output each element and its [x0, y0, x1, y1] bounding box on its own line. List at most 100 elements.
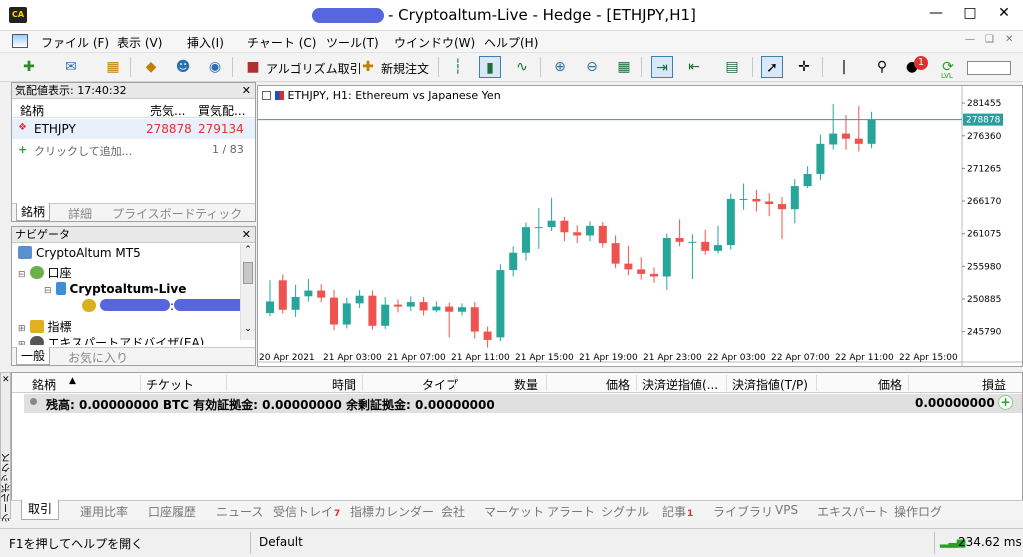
nav-account-server[interactable]: ⊟ Cryptoaltum-Live — [44, 282, 186, 296]
close-icon[interactable]: ✕ — [241, 228, 251, 241]
vertical-line-icon[interactable]: | — [841, 59, 847, 75]
algo-trading-button[interactable]: アルゴリズム取引 — [266, 62, 362, 76]
profiles-icon[interactable]: ✉ — [65, 59, 77, 75]
new-order-icon[interactable]: ✚ — [362, 59, 374, 75]
menu-insert[interactable]: 挿入(I) — [187, 36, 224, 50]
y-tick-label: 271265 — [967, 164, 1001, 174]
nav-account-login[interactable]: : — [82, 299, 253, 313]
menu-view[interactable]: 表示 (V) — [117, 36, 163, 50]
tab-toolbox-6[interactable]: 会社 — [441, 503, 465, 520]
navigator-icon[interactable]: ◆ — [145, 59, 157, 75]
tab-toolbox-0[interactable]: 取引 — [21, 500, 60, 520]
crosshair-icon[interactable]: ✛ — [798, 59, 810, 75]
col-stop-loss[interactable]: 決済逆指値(... — [642, 378, 719, 392]
expand-icon[interactable]: ⊞ — [18, 340, 26, 345]
close-icon[interactable]: ✕ — [241, 84, 251, 97]
data-window-icon[interactable]: ▦ — [106, 59, 120, 75]
col-price[interactable]: 価格 — [606, 378, 631, 392]
close-button[interactable]: ✕ — [998, 5, 1010, 21]
add-order-icon[interactable]: + — [998, 395, 1013, 410]
mdi-close-icon[interactable]: ✕ — [1005, 34, 1014, 45]
tab-toolbox-14[interactable]: 操作ログ — [894, 503, 942, 520]
level-up-icon[interactable]: ⟳ — [942, 59, 954, 75]
sort-icon[interactable]: ▲ — [69, 376, 76, 386]
candlestick-chart[interactable]: 281455 276360 271265 266170 261075 255980 2508… — [258, 86, 1022, 366]
scroll-up-icon[interactable]: ⌃ — [244, 245, 252, 255]
collapse-icon[interactable]: ⊟ — [44, 286, 52, 296]
col-take-profit[interactable]: 決済指値(T/P) — [732, 378, 808, 392]
line-chart-icon[interactable]: ∿ — [516, 59, 528, 75]
tab-toolbox-12[interactable]: VPS — [775, 503, 798, 517]
algo-trading-icon[interactable]: ■ — [246, 59, 260, 75]
col-ticket[interactable]: チケット — [146, 378, 195, 392]
tab-label: シグナル — [601, 505, 650, 519]
scroll-down-icon[interactable]: ⌄ — [244, 324, 252, 334]
tab-toolbox-4[interactable]: 受信トレイ7 — [273, 503, 340, 520]
menu-help[interactable]: ヘルプ(H) — [484, 36, 539, 50]
chart-title: ETHJPY, H1: Ethereum vs Japanese Yen — [262, 89, 501, 102]
add-symbol-row[interactable]: + クリックして追加... 1 / 83 — [12, 141, 255, 159]
autoscroll-icon[interactable]: ⇥ — [651, 56, 673, 78]
menu-chart[interactable]: チャート (C) — [247, 36, 317, 50]
cursor-icon[interactable]: ➚ — [761, 56, 783, 78]
maximize-button[interactable]: □ — [963, 5, 977, 21]
tab-toolbox-9[interactable]: シグナル — [601, 503, 649, 520]
mdi-restore-icon[interactable]: ❏ — [985, 34, 994, 45]
tab-favorites[interactable]: お気に入り — [68, 351, 129, 365]
nav-indicators[interactable]: ⊞ 指標 — [18, 318, 72, 335]
bar-chart-icon[interactable]: ┆ — [453, 59, 463, 75]
market-watch-row[interactable]: ❖ ETHJPY 278878 279134 — [12, 119, 255, 139]
close-icon[interactable]: ✕ — [2, 375, 10, 385]
navigator-scrollbar[interactable]: ⌃ ⌄ — [240, 244, 255, 340]
new-order-button[interactable]: 新規注文 — [381, 62, 430, 76]
new-chart-icon[interactable]: ✚ — [23, 59, 35, 75]
col-bid[interactable]: 売気... — [150, 104, 186, 118]
nav-experts[interactable]: ⊞ エキスパートアドバイザ(EA) — [18, 334, 204, 345]
chart-window-icon[interactable] — [12, 34, 28, 48]
chart-window[interactable]: ETHJPY, H1: Ethereum vs Japanese Yen 281… — [257, 85, 1023, 367]
tile-windows-icon[interactable]: ▦ — [617, 59, 631, 75]
tab-toolbox-1[interactable]: 運用比率 — [80, 503, 128, 520]
col-type[interactable]: タイプ — [422, 378, 459, 392]
zoom-in-icon[interactable]: ⊕ — [554, 59, 566, 75]
toolbox-sidebar[interactable]: ツールボックス ✕ — [0, 372, 13, 523]
tab-details[interactable]: 詳細 — [68, 207, 93, 221]
terminal-icon[interactable]: ☻ — [175, 59, 191, 75]
tab-toolbox-2[interactable]: 口座履歴 — [148, 503, 196, 520]
candlestick-icon[interactable]: ▮ — [479, 56, 501, 78]
tab-symbols[interactable]: 銘柄 — [16, 203, 51, 221]
tab-toolbox-10[interactable]: 記事1 — [662, 503, 693, 520]
tab-toolbox-3[interactable]: ニュース — [216, 503, 263, 520]
tab-toolbox-11[interactable]: ライブラリ — [713, 503, 773, 520]
expand-icon[interactable]: ⊞ — [18, 324, 26, 334]
collapse-icon[interactable]: ⊟ — [18, 270, 26, 280]
col-current-price[interactable]: 価格 — [878, 378, 903, 392]
menu-file[interactable]: ファイル (F) — [41, 36, 110, 50]
col-symbol[interactable]: 銘柄 — [32, 378, 57, 392]
tab-toolbox-13[interactable]: エキスパート — [817, 503, 889, 520]
tab-price-board[interactable]: プライスボード — [112, 207, 196, 221]
mdi-minimize-icon[interactable]: — — [965, 34, 975, 45]
menu-tools[interactable]: ツール(T) — [326, 36, 379, 50]
tab-toolbox-8[interactable]: アラート — [547, 503, 595, 520]
col-profit[interactable]: 損益 — [982, 378, 1007, 392]
minimize-button[interactable]: — — [929, 5, 943, 21]
signals-icon[interactable]: ◉ — [208, 59, 222, 75]
menu-window[interactable]: ウインドウ(W) — [394, 36, 476, 50]
col-symbol[interactable]: 銘柄 — [20, 104, 45, 118]
candle-body — [534, 227, 543, 229]
col-volume[interactable]: 数量 — [514, 378, 539, 392]
col-time[interactable]: 時間 — [332, 378, 357, 392]
indicators-icon[interactable]: ▤ — [725, 59, 739, 75]
col-ask[interactable]: 買気配... — [198, 104, 246, 118]
tab-ticks[interactable]: ティック — [195, 207, 243, 221]
tab-toolbox-7[interactable]: マーケット — [484, 503, 544, 520]
tab-toolbox-5[interactable]: 指標カレンダー — [350, 503, 434, 520]
search-icon[interactable]: ⚲ — [876, 59, 888, 75]
nav-accounts[interactable]: ⊟ 口座 — [18, 264, 72, 281]
tab-general[interactable]: 一般 — [16, 347, 51, 365]
zoom-out-icon[interactable]: ⊖ — [586, 59, 598, 75]
chart-shift-icon[interactable]: ⇤ — [688, 59, 700, 75]
scroll-thumb[interactable] — [243, 262, 253, 284]
nav-root[interactable]: CryptoAltum MT5 — [18, 246, 141, 260]
